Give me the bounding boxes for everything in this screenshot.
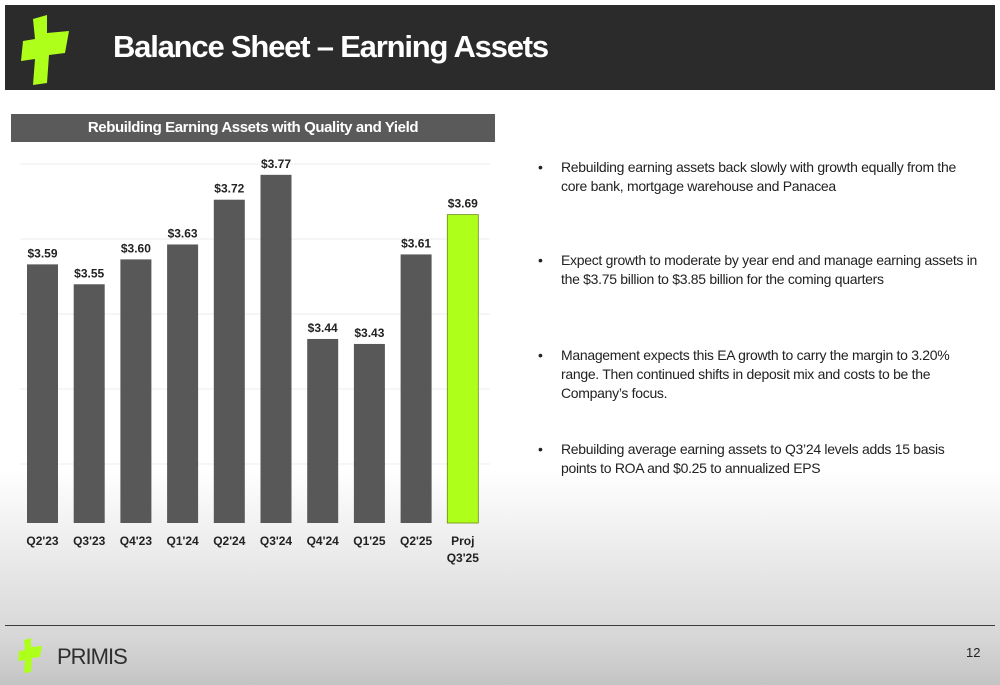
page-number: 12: [966, 645, 981, 660]
category-label: Q1'25: [353, 534, 386, 548]
data-label: $3.61: [401, 236, 431, 250]
data-label: $3.59: [27, 246, 57, 260]
bar-highlight: [446, 214, 479, 524]
bullet-item: • Expect growth to moderate by year end …: [538, 251, 978, 289]
data-label: $3.55: [74, 266, 104, 280]
category-label: Proj Q3'25: [447, 534, 480, 565]
data-label: $3.43: [354, 326, 384, 340]
bullet-text: Expect growth to moderate by year end an…: [561, 252, 978, 287]
bar: [213, 199, 245, 524]
data-label: $3.69: [448, 197, 478, 211]
category-label: Q4'23: [120, 534, 153, 548]
bar: [167, 244, 199, 523]
bar: [73, 284, 105, 523]
primis-logo-icon: [21, 15, 69, 85]
chart-heading: Rebuilding Earning Assets with Quality a…: [11, 114, 495, 142]
category-label: Q3'24: [260, 534, 293, 548]
bullet-item: • Management expects this EA growth to c…: [538, 346, 978, 403]
bar: [400, 254, 432, 523]
primis-footer-logo-icon: [18, 638, 42, 673]
bullet-text: Management expects this EA growth to car…: [561, 347, 950, 401]
page-title: Balance Sheet – Earning Assets: [113, 29, 549, 64]
bar: [120, 259, 152, 523]
category-label: Q1'24: [166, 534, 199, 548]
bullet-text: Rebuilding earning assets back slowly wi…: [561, 159, 956, 194]
bullet-item: • Rebuilding earning assets back slowly …: [538, 158, 978, 196]
data-label: $3.60: [121, 241, 151, 255]
bar: [307, 338, 339, 523]
header-bar: Balance Sheet – Earning Assets: [5, 5, 995, 90]
category-label: Q4'24: [307, 534, 340, 548]
bullet-symbol: •: [538, 159, 543, 175]
footer-divider: [5, 625, 995, 626]
bar: [353, 343, 385, 523]
brand-name: PRIMIS: [57, 644, 128, 669]
data-label: $3.44: [308, 321, 338, 335]
bullet-symbol: •: [538, 441, 543, 457]
bullet-symbol: •: [538, 347, 543, 363]
data-label: $3.63: [168, 226, 198, 240]
bullet-item: • Rebuilding average earning assets to Q…: [538, 440, 978, 478]
bullet-text: Rebuilding average earning assets to Q3’…: [561, 441, 945, 476]
earning-assets-bar-chart: $3.59 Q2'23 $3.55 Q3'23 $3.60 Q4'23 $3.63 Q1'24…: [20, 157, 490, 565]
data-label: $3.72: [214, 182, 244, 196]
data-label: $3.77: [261, 157, 291, 171]
category-label: Q2'24: [213, 534, 246, 548]
category-label: Q2'25: [400, 534, 433, 548]
bullet-symbol: •: [538, 252, 543, 268]
bar: [260, 174, 292, 523]
category-label: Q2'23: [26, 534, 59, 548]
bar: [27, 264, 58, 523]
category-label: Q3'23: [73, 534, 106, 548]
